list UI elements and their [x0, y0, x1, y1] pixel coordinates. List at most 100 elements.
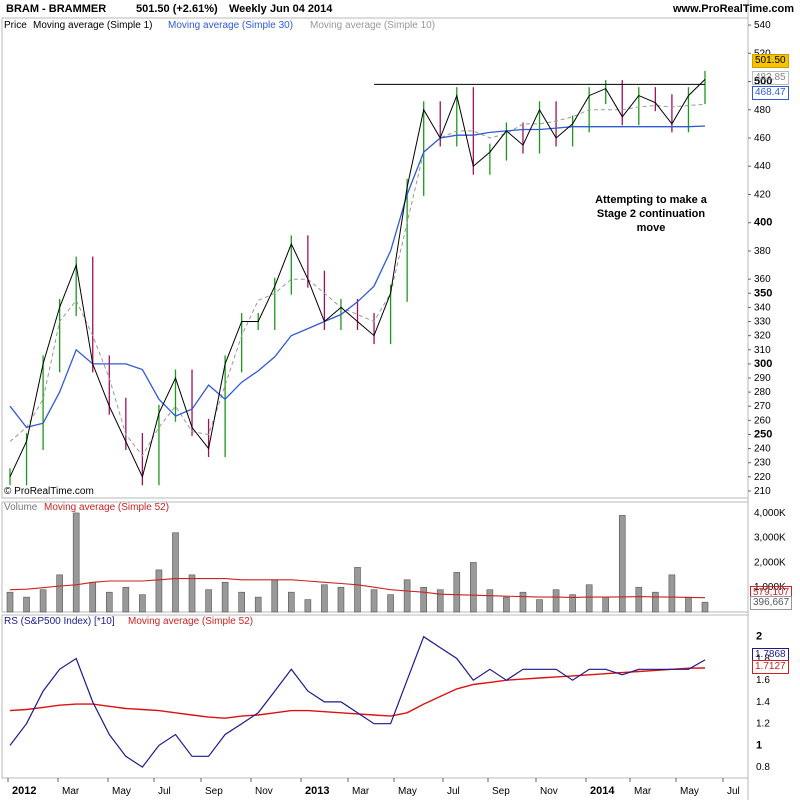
price-tick-label: 300: [754, 358, 772, 370]
rs-badge-ma: 1.7127: [752, 660, 789, 674]
rs-ma-line: [9, 667, 706, 719]
volume-tick-label: 1,000K: [754, 582, 786, 593]
panel-frame-2: [1, 614, 749, 779]
volume-tick-label: 4,000K: [754, 508, 786, 519]
price-tick-label: 270: [754, 401, 771, 412]
x-tick-label: Jul: [158, 786, 171, 797]
volume-bar: [288, 591, 295, 613]
volume-bar: [337, 586, 345, 613]
volume-ma-line: [9, 578, 706, 599]
volume-bar: [403, 579, 411, 613]
price-bars: [9, 70, 706, 486]
volume-bar: [271, 579, 279, 613]
x-tick-label: Jul: [727, 786, 740, 797]
x-tick-label: Sep: [205, 786, 223, 797]
volume-bar: [635, 586, 643, 613]
ma30-line: [9, 125, 706, 429]
legend-ma1: Moving average (Simple 1): [33, 20, 153, 31]
volume-bar: [652, 591, 659, 613]
annotation-line-2: Stage 2 continuation: [596, 208, 706, 220]
ma10-line: [9, 103, 706, 457]
x-tick-label: 2013: [305, 785, 329, 797]
rs-tick-label: 0.8: [756, 762, 770, 773]
price-tick-label: 260: [754, 415, 771, 426]
rs-lines: [9, 635, 706, 768]
x-tick-label: 2012: [12, 785, 36, 797]
legend-ma10: Moving average (Simple 10): [310, 20, 436, 31]
x-tick-label: 2014: [590, 785, 615, 797]
price-tick-label: 480: [754, 105, 771, 116]
header-date: Jun 04 2014: [270, 3, 333, 15]
price-tick-label: 240: [754, 444, 771, 455]
legend-ma30: Moving average (Simple 30): [168, 20, 294, 31]
volume-bar: [668, 574, 676, 613]
rs-tick-label: 1.4: [756, 697, 770, 708]
volume-bar: [370, 589, 378, 613]
price-y-axis: 210 220 230 240 250 260 270 280 290 300 310 320 330 3…: [748, 20, 772, 497]
volume-bar: [238, 591, 245, 613]
volume-bar: [188, 574, 196, 613]
volume-y-axis: 1,000K 2,000K 3,000K 4,000K: [754, 508, 786, 593]
annotation-line-1: Attempting to make a: [595, 194, 707, 206]
x-tick-label: Sep: [492, 786, 510, 797]
volume-bar: [304, 599, 312, 613]
price-tick-label: 400: [754, 217, 772, 229]
volume-bar: [569, 594, 576, 613]
volume-bar: [486, 589, 494, 613]
x-tick-label: May: [398, 786, 417, 797]
volume-bar: [503, 596, 510, 613]
volume-bar: [618, 515, 626, 613]
header-symbol: BRAM - BRAMMER: [6, 3, 107, 15]
volume-bar: [172, 532, 179, 613]
volume-bar: [254, 596, 262, 613]
legend-rs-ma: Moving average (Simple 52): [128, 616, 254, 627]
price-tick-label: 330: [754, 317, 771, 328]
volume-bar: [72, 512, 80, 613]
header-quote: 501.50 (+2.61%): [136, 3, 218, 15]
price-badge-ma30: 468.47: [752, 86, 789, 100]
price-tick-label: 420: [754, 189, 771, 200]
volume-bar: [354, 567, 361, 613]
volume-ma-line: [9, 578, 706, 599]
price-tick-label: 340: [754, 302, 771, 313]
volume-bar: [536, 599, 543, 613]
volume-bar: [6, 591, 14, 613]
rs-y-axis: 0.8 1 1.2 1.4 1.6 1.8 2: [756, 631, 770, 773]
volume-bar: [685, 596, 692, 613]
volume-bar: [701, 601, 709, 613]
panel-frames: [1, 0, 749, 800]
x-tick-label: May: [680, 786, 699, 797]
legend-price: Price: [4, 20, 27, 31]
volume-tick-label: 3,000K: [754, 533, 786, 544]
price-tick-label: 250: [754, 428, 772, 440]
price-tick-label: 440: [754, 161, 771, 172]
price-tick-label: 280: [754, 387, 771, 398]
price-lines: [9, 79, 706, 479]
x-tick-label: May: [112, 786, 131, 797]
volume-bar: [105, 591, 113, 613]
price-tick-label: 230: [754, 458, 771, 469]
legend-rs: RS (S&P500 Index) [*10]: [4, 616, 115, 627]
annotation-line-3: move: [636, 222, 666, 234]
volume-bars: [6, 512, 709, 613]
price-badge-last: 501.50: [752, 54, 789, 68]
legend-volume-ma: Moving average (Simple 52): [44, 502, 170, 513]
price-tick-label: 290: [754, 373, 771, 384]
x-tick-label: Mar: [352, 786, 370, 797]
rs-tick-label: 1.6: [756, 675, 770, 686]
price-tick-label: 540: [754, 20, 771, 31]
volume-bar: [221, 581, 229, 613]
volume-bar: [420, 586, 427, 613]
price-tick-label: 520: [754, 48, 771, 59]
rs-tick-label: 2: [756, 631, 762, 643]
rs-line: [9, 635, 706, 768]
x-axis: 2012 Mar May Jul Sep Nov 2013 Mar May Jul Sep Nov 20…: [7, 778, 740, 797]
volume-bar: [321, 584, 328, 613]
volume-bar: [552, 589, 560, 613]
price-tick-label: 380: [754, 246, 771, 257]
volume-badge-last: 396,667: [750, 596, 793, 610]
volume-bar: [155, 569, 163, 613]
header-site[interactable]: www.ProRealTime.com: [672, 3, 794, 15]
volume-bar: [56, 574, 63, 613]
